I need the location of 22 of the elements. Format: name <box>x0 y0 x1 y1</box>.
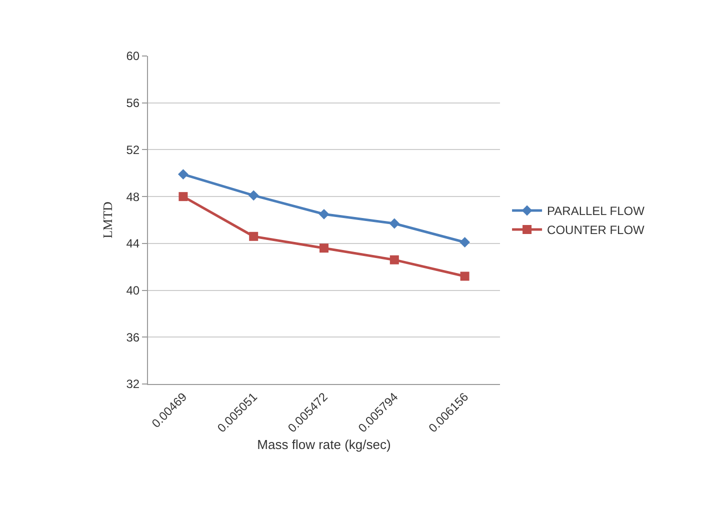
point <box>178 192 188 202</box>
point <box>318 208 330 220</box>
y-tick-label: 44 <box>126 236 140 251</box>
y-tick-label: 60 <box>126 49 140 64</box>
point <box>389 218 400 229</box>
point <box>460 237 470 248</box>
point <box>390 255 399 264</box>
point <box>249 232 258 241</box>
point <box>248 190 259 201</box>
y-tick-label: 52 <box>126 142 140 157</box>
y-tick-label: 36 <box>126 330 140 344</box>
point <box>460 272 470 281</box>
y-tick-label: 32 <box>126 377 140 392</box>
legend-label: COUNTER FLOW <box>547 223 646 238</box>
y-tick-label: 56 <box>126 96 140 110</box>
y-axis-title: LMTD <box>100 202 115 238</box>
y-tick-label: 40 <box>126 283 140 298</box>
point <box>320 244 328 253</box>
point <box>178 169 188 180</box>
x-axis-title: Mass flow rate (kg/sec) <box>257 437 391 452</box>
legend-label: PARALLEL FLOW <box>547 204 646 218</box>
y-tick-label: 48 <box>126 190 140 204</box>
